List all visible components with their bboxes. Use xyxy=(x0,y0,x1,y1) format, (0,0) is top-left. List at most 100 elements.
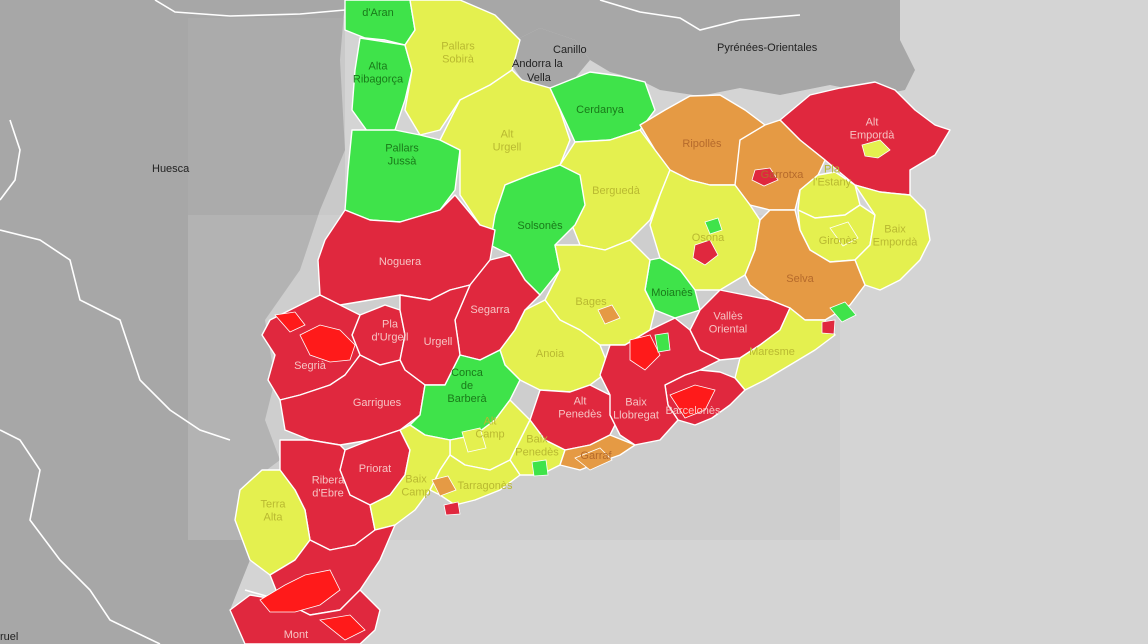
muni-lleida-hotspot[interactable] xyxy=(299,324,356,363)
comarca-label-line: Alt xyxy=(501,129,514,141)
label-bergueda: Berguedà xyxy=(592,185,641,197)
muni-montsia-hotspot[interactable] xyxy=(259,569,341,613)
comarca-label-line: Llobregat xyxy=(613,410,659,422)
label-pyrenees-orientales: Pyrénées-Orientales xyxy=(717,42,818,54)
comarca-label-line: d'Ebre xyxy=(312,488,343,500)
comarca-label-line: Penedès xyxy=(558,409,602,421)
region-tarragones[interactable] xyxy=(429,454,521,506)
comarca-label-line: Pallars xyxy=(385,143,419,155)
comarca-label-line: Empordà xyxy=(850,130,896,142)
label-terra-alta: Terra Alta xyxy=(260,499,286,524)
label-anoia: Anoia xyxy=(536,348,565,360)
comarca-label-line: Baix xyxy=(405,474,427,486)
admin-border-1 xyxy=(0,229,231,441)
comarca-label-line: Garrotxa xyxy=(761,169,805,181)
label-alt-urgell: Alt Urgell xyxy=(493,129,522,154)
comarca-label-line: Ribera xyxy=(312,475,345,487)
comarca-label-line: Selva xyxy=(786,273,814,285)
muni-garraf-orange[interactable] xyxy=(574,447,613,471)
region-baix-emporda[interactable] xyxy=(854,184,931,291)
comarca-label-line: Barberà xyxy=(447,393,487,405)
label-pla-de-lestany: Pla l'Estany xyxy=(813,164,852,189)
label-noguera: Noguera xyxy=(379,256,422,268)
region-pallars-jussa[interactable] xyxy=(344,129,461,223)
comarca-label-line: Noguera xyxy=(379,256,422,268)
comarca-label-line: Osona xyxy=(692,232,725,244)
muni-segria-hotspot-2[interactable] xyxy=(274,311,306,333)
label-ripolles: Ripollès xyxy=(682,138,722,150)
label-urgell: Urgell xyxy=(424,336,453,348)
label-maresme: Maresme xyxy=(749,346,795,358)
comarca-label-line: Ribagorça xyxy=(353,74,404,86)
muni-baix-camp-red[interactable] xyxy=(443,501,461,516)
comarques-layer[interactable] xyxy=(229,0,951,644)
muni-baix-llobregat-hotspot[interactable] xyxy=(629,334,661,371)
region-alt-emporda[interactable] xyxy=(779,81,951,196)
region-pallars-sobira[interactable] xyxy=(404,0,521,136)
admin-border-3 xyxy=(154,0,346,17)
muni-osona-hotspot[interactable] xyxy=(692,239,719,266)
comarca-label-line: Mont xyxy=(284,629,308,641)
inner-shade xyxy=(188,18,345,215)
comarca-label-line: Moianès xyxy=(651,287,693,299)
label-barcelones: Barcelonès xyxy=(665,405,721,417)
comarca-label-line: de xyxy=(461,380,473,392)
comarca-label-line: Ripollès xyxy=(682,138,722,150)
muni-garrotxa-hotspot[interactable] xyxy=(751,167,779,187)
label-pla-durgell: Pla d'Urgell xyxy=(372,319,409,344)
region-baix-camp[interactable] xyxy=(369,424,451,531)
comarca-label-line: Penedès xyxy=(515,447,559,459)
comarca-label-line: Pla xyxy=(382,319,399,331)
label-garrotxa: Garrotxa xyxy=(761,169,805,181)
muni-girones-hotspot[interactable] xyxy=(829,221,859,247)
muni-baix-penedes-green[interactable] xyxy=(531,459,549,477)
comarca-label-line: Gironès xyxy=(819,235,858,247)
muni-barcelona-hotspot[interactable] xyxy=(669,384,716,419)
label-alt-penedes: Alt Penedès xyxy=(558,396,602,421)
label-pallars-jussa: Pallars Jussà xyxy=(385,143,419,168)
muni-selva-green[interactable] xyxy=(829,301,857,323)
muni-osona-green[interactable] xyxy=(704,217,723,235)
label-moianes: Moianès xyxy=(651,287,693,299)
label-tarragones: Tarragonès xyxy=(457,480,513,492)
label-val-daran: d'Aran xyxy=(362,7,393,19)
comarca-label-line: Baix xyxy=(884,224,906,236)
label-andorra-la-vella-2: Vella xyxy=(527,72,552,84)
comarca-label-line: Alt xyxy=(866,117,879,129)
label-priorat: Priorat xyxy=(359,463,391,475)
label-selva: Selva xyxy=(786,273,814,285)
comarca-label-line: d'Urgell xyxy=(372,332,409,344)
region-cerdanya[interactable] xyxy=(549,71,656,143)
muni-montsia-hotspot-2[interactable] xyxy=(319,614,366,641)
label-conca-de-barbera: Conca de Barberà xyxy=(447,367,487,405)
comarca-label-line: Maresme xyxy=(749,346,795,358)
comarca-label-line: l'Estany xyxy=(813,177,852,189)
municipality-highlights xyxy=(259,139,891,641)
label-garraf: Garraf xyxy=(580,450,612,462)
label-alta-ribagorca: Alta Ribagorça xyxy=(353,61,404,86)
muni-alt-emporda-hotspot[interactable] xyxy=(861,139,891,159)
comarca-label-line: Camp xyxy=(475,429,504,441)
comarca-label-line: Berguedà xyxy=(592,185,641,197)
label-alt-camp: Alt Camp xyxy=(475,416,504,441)
admin-border-5 xyxy=(599,0,801,31)
label-cerdanya: Cerdanya xyxy=(576,104,625,116)
muni-alt-camp-yellow[interactable] xyxy=(461,427,487,453)
comarca-label-line: Alt xyxy=(574,396,587,408)
muni-bages-orange[interactable] xyxy=(597,304,621,325)
label-baix-emporda: Baix Empordà xyxy=(873,224,919,249)
muni-baix-camp-orange[interactable] xyxy=(431,475,457,497)
label-baix-penedes: Baix Penedès xyxy=(515,434,559,459)
comarca-label-line: Segarra xyxy=(470,304,510,316)
land-andorra xyxy=(510,28,590,88)
label-ribera-debre: Ribera d'Ebre xyxy=(312,475,345,500)
label-baix-llobregat: Baix Llobregat xyxy=(613,397,659,422)
muni-baix-llobregat-green[interactable] xyxy=(654,332,671,353)
comarca-label-line: Anoia xyxy=(536,348,565,360)
muni-maresme-red[interactable] xyxy=(821,319,836,335)
label-osona: Osona xyxy=(692,232,725,244)
region-selva[interactable] xyxy=(744,209,866,321)
comarca-label-line: Alta xyxy=(369,61,389,73)
